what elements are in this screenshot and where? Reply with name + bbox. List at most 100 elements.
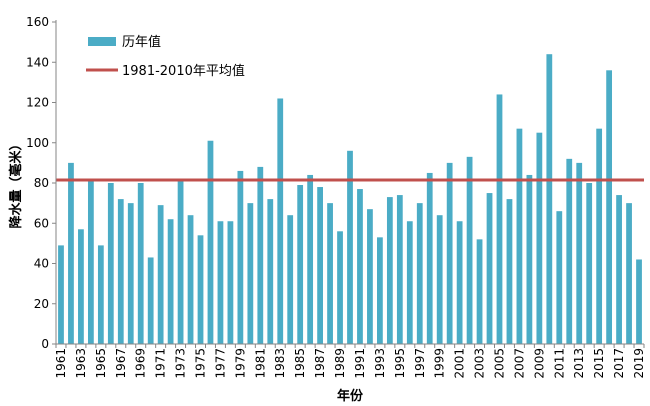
x-tick-label-1981: 1981 [253, 348, 267, 379]
x-tick-label-1969: 1969 [134, 348, 148, 379]
bar-2012 [566, 158, 573, 344]
bar-1979 [237, 170, 244, 344]
bar-1980 [247, 203, 254, 345]
x-tick-label-1989: 1989 [333, 348, 347, 379]
x-tick-label-2017: 2017 [612, 348, 626, 379]
x-tick-label-2019: 2019 [632, 348, 646, 379]
bar-2008 [526, 174, 533, 344]
x-tick-label-1987: 1987 [313, 348, 327, 379]
y-tick-label-60: 60 [34, 216, 49, 230]
bar-1967 [117, 199, 124, 344]
bar-1975 [197, 235, 204, 344]
y-tick-label-40: 40 [34, 257, 49, 271]
bar-1964 [87, 180, 94, 344]
x-tick-label-1979: 1979 [233, 348, 247, 379]
bar-1988 [327, 203, 333, 345]
x-tick-label-1961: 1961 [54, 348, 68, 379]
bar-1962 [68, 162, 74, 345]
bar-1989 [337, 231, 343, 344]
bar-1998 [426, 172, 433, 344]
bar-1983 [277, 98, 284, 344]
x-tick-label-2009: 2009 [532, 348, 546, 379]
bar-2018 [626, 203, 632, 345]
bar-2006 [506, 199, 513, 344]
bar-1963 [78, 229, 84, 344]
y-axis-title: 降水量（毫米） [8, 137, 24, 228]
x-tick-label-1993: 1993 [373, 348, 387, 379]
bar-1984 [287, 215, 294, 344]
bar-2016 [606, 70, 613, 345]
bar-1977 [217, 221, 224, 344]
x-tick-label-1967: 1967 [114, 348, 128, 379]
x-tick-label-2013: 2013 [572, 348, 586, 379]
bar-2017 [616, 195, 622, 344]
bar-1991 [357, 189, 363, 344]
x-tick-label-1963: 1963 [74, 348, 88, 379]
y-tick-label-100: 100 [26, 136, 49, 150]
bar-1995 [396, 195, 403, 344]
y-ticks-layer: 0 20 40 60 80 100 120 140 160 [26, 15, 56, 351]
bar-1996 [406, 221, 413, 344]
bar-2007 [516, 128, 523, 344]
x-tick-label-2001: 2001 [453, 348, 467, 379]
axes-layer [55, 20, 644, 345]
bar-1982 [267, 199, 274, 344]
bar-1985 [297, 185, 304, 344]
y-tick-label-120: 120 [26, 96, 49, 110]
y-tick-label-140: 140 [26, 55, 49, 69]
bar-1997 [416, 203, 423, 345]
bar-2014 [586, 183, 593, 344]
y-tick-label-80: 80 [34, 176, 49, 190]
bar-2010 [546, 54, 553, 344]
bar-2002 [466, 156, 473, 344]
legend-label-bars: 历年值 [122, 34, 161, 50]
bar-1990 [347, 150, 353, 344]
bar-2001 [456, 221, 463, 344]
bar-1981 [257, 166, 264, 344]
bar-1969 [137, 183, 144, 344]
legend-label-average-line: 1981-2010年平均值 [122, 63, 245, 79]
x-tick-label-1985: 1985 [293, 348, 307, 379]
x-tick-label-1973: 1973 [174, 348, 188, 379]
x-ticks-layer: 1961 1963 1965 1967 1969 1971 1973 1975 1977 1979… [54, 344, 646, 379]
y-tick-label-20: 20 [34, 297, 49, 311]
bar-2004 [486, 193, 493, 344]
bar-2009 [536, 132, 543, 344]
bar-1961 [58, 245, 64, 344]
bars-layer [58, 54, 642, 345]
bar-2011 [556, 211, 563, 344]
bar-2000 [446, 162, 453, 345]
bar-1994 [386, 197, 393, 344]
x-tick-label-2015: 2015 [592, 348, 606, 379]
x-tick-label-2005: 2005 [492, 348, 506, 379]
bar-2003 [476, 239, 483, 344]
bar-1999 [436, 215, 443, 344]
bar-1973 [177, 180, 184, 344]
x-tick-label-1971: 1971 [154, 348, 168, 379]
bar-2015 [596, 128, 603, 344]
bar-1965 [97, 245, 104, 344]
bar-1987 [317, 187, 323, 344]
x-tick-label-1991: 1991 [353, 348, 367, 379]
bar-2019 [636, 259, 642, 344]
x-tick-label-2007: 2007 [512, 348, 526, 379]
x-axis-title: 年份 [337, 388, 364, 404]
x-tick-label-1983: 1983 [273, 348, 287, 379]
x-tick-label-2011: 2011 [552, 348, 566, 379]
x-tick-label-1995: 1995 [393, 348, 407, 379]
bar-1971 [157, 205, 164, 344]
bar-1986 [307, 174, 314, 344]
legend: 历年值 1981-2010年平均值 [86, 34, 245, 79]
bar-1976 [207, 140, 214, 344]
bar-1978 [227, 221, 234, 344]
bar-2005 [496, 94, 503, 344]
x-tick-label-1999: 1999 [433, 348, 447, 379]
bar-2013 [576, 162, 583, 345]
legend-swatch-bars [88, 37, 116, 46]
x-tick-label-1977: 1977 [213, 348, 227, 379]
x-tick-label-2003: 2003 [473, 348, 487, 379]
y-tick-label-160: 160 [26, 15, 49, 29]
x-tick-label-1975: 1975 [194, 348, 208, 379]
